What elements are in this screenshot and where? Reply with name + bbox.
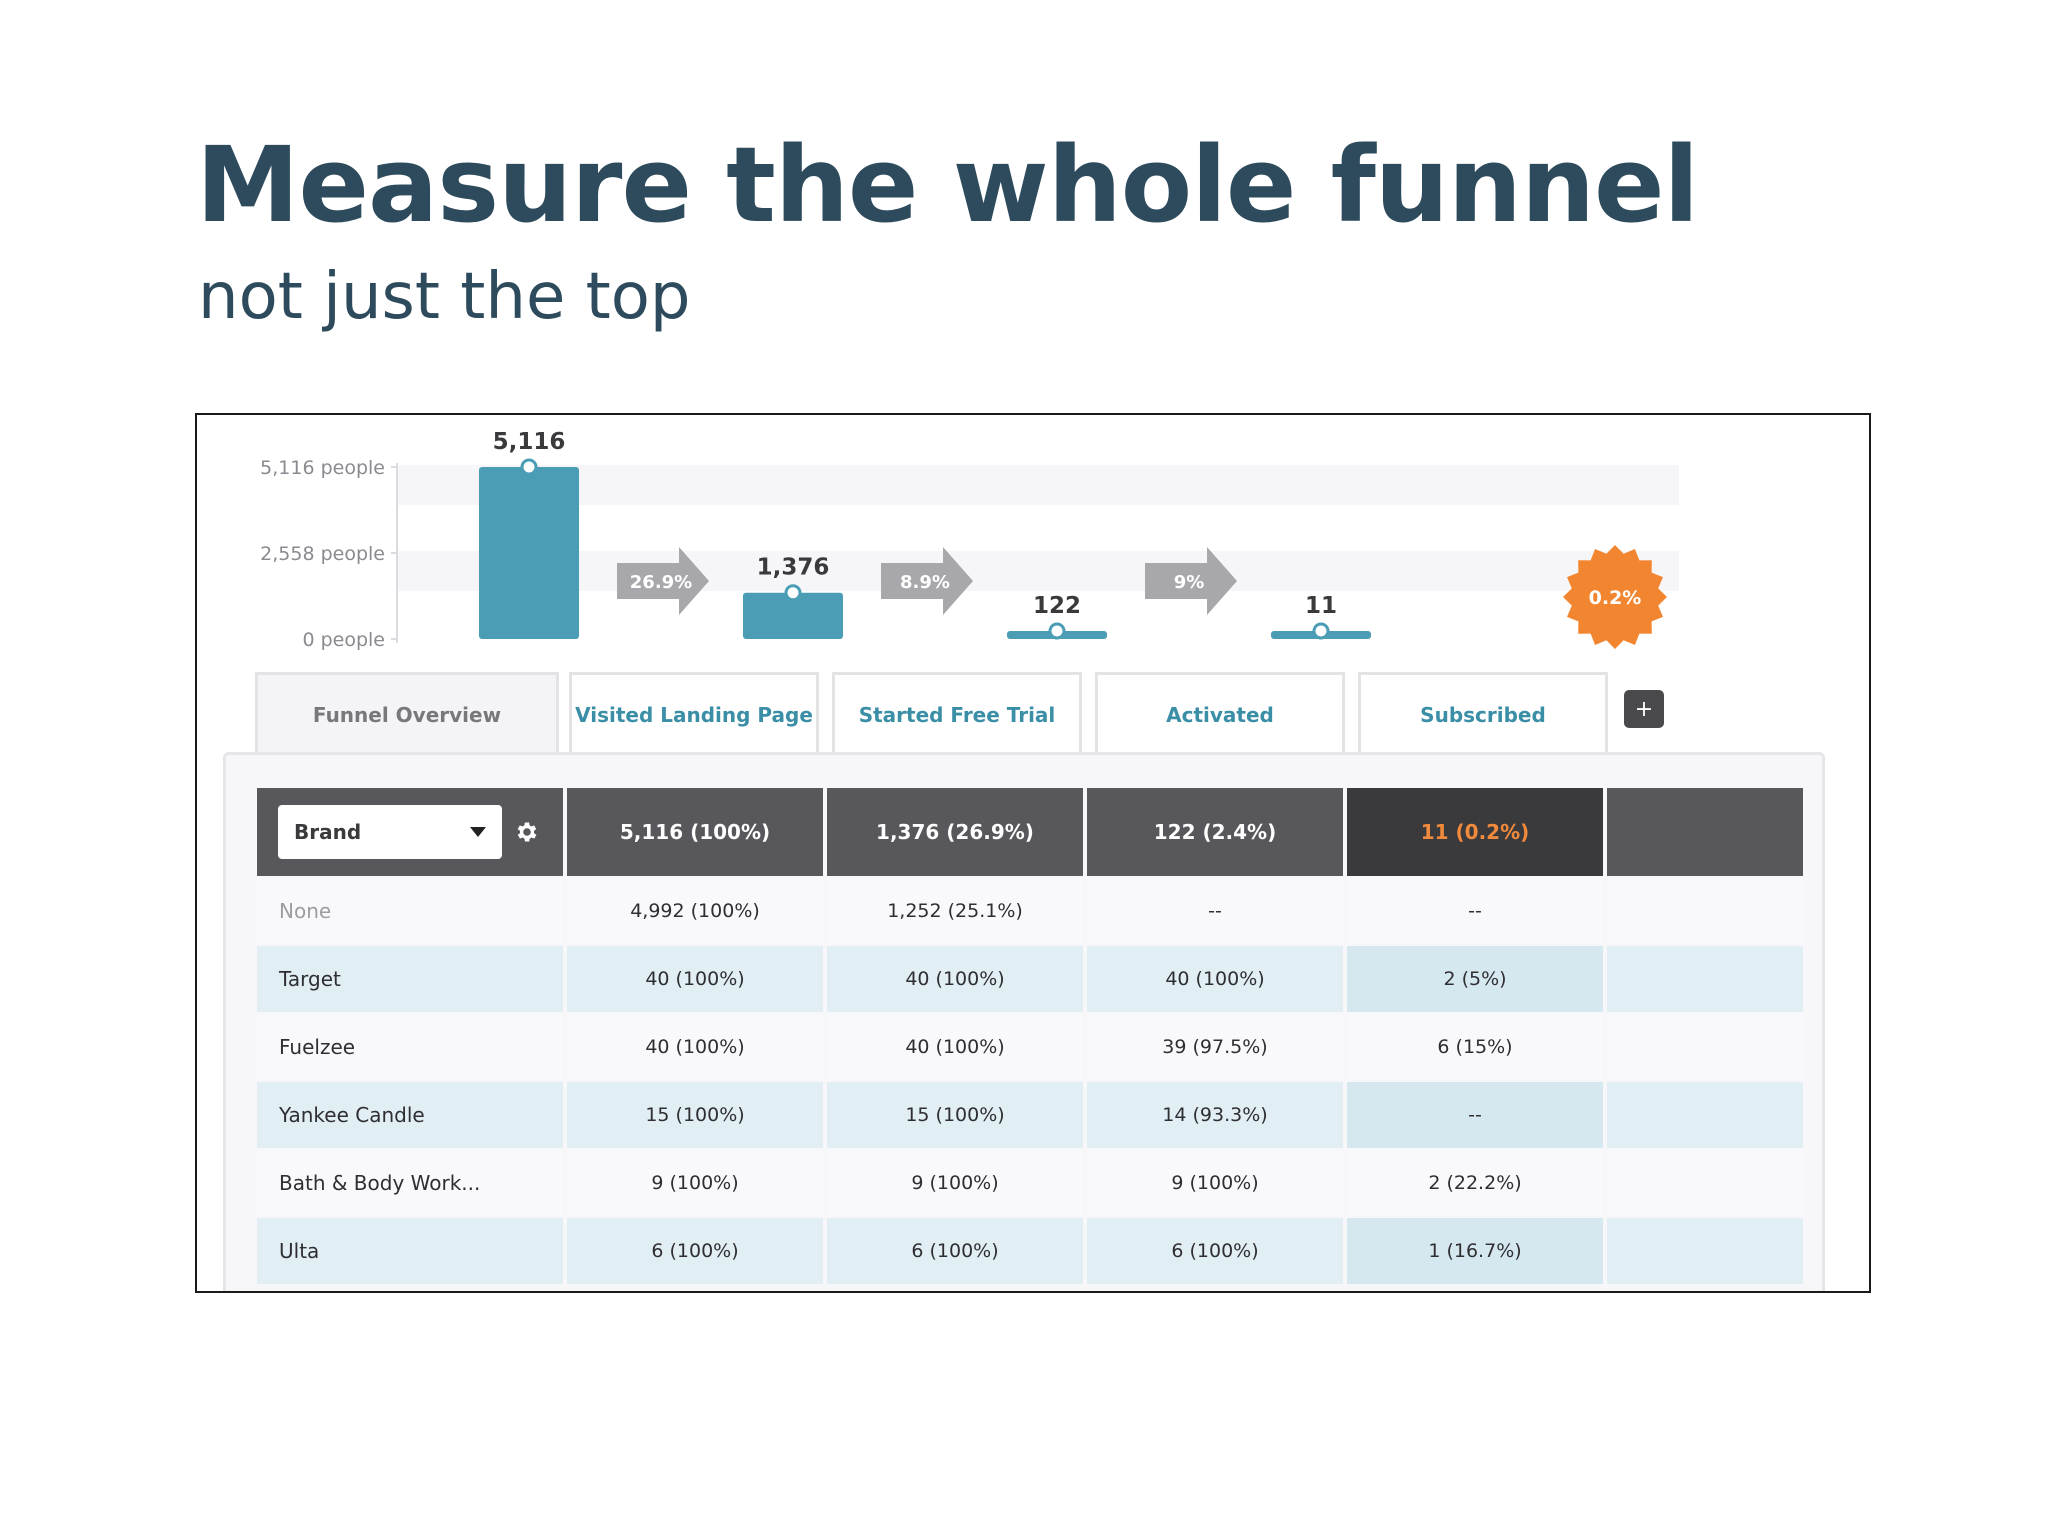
- cell-activated: 14 (93.3%): [1087, 1082, 1343, 1148]
- row-label: Ulta: [257, 1218, 563, 1284]
- cell-activated: 9 (100%): [1087, 1150, 1343, 1216]
- tab-activated[interactable]: Activated: [1095, 672, 1345, 765]
- group-by-dropdown[interactable]: Brand: [278, 805, 502, 859]
- tab-funnel-overview[interactable]: Funnel Overview: [255, 672, 559, 754]
- bar-value-label: 5,116: [493, 429, 566, 455]
- bar-value-label: 122: [1033, 593, 1081, 619]
- page-title: Measure the whole funnel: [196, 124, 1699, 246]
- cell-empty: [1607, 1014, 1803, 1080]
- tab-label: Started Free Trial: [858, 702, 1056, 727]
- grid-band: [397, 465, 1679, 505]
- chevron-down-icon: [470, 827, 486, 837]
- overall-conversion-badge: [1563, 545, 1667, 649]
- cell-empty: [1607, 946, 1803, 1012]
- group-by-value: Brand: [294, 820, 362, 844]
- cell-empty: [1607, 1218, 1803, 1284]
- cell-subscribed: --: [1347, 1082, 1603, 1148]
- cell-empty: [1607, 878, 1803, 944]
- cell-visited: 15 (100%): [567, 1082, 823, 1148]
- tab-label: Visited Landing Page: [575, 702, 813, 727]
- step-conversion-label: 8.9%: [900, 572, 950, 593]
- breakdown-table: Brand 5,116 (100%) 1,376 (26.9%) 122 (2.…: [257, 788, 1803, 1284]
- row-label: Target: [257, 946, 563, 1012]
- header-activated: 122 (2.4%): [1087, 788, 1343, 876]
- tab-started-free-trial[interactable]: Started Free Trial: [832, 672, 1082, 765]
- cell-visited: 40 (100%): [567, 1014, 823, 1080]
- cell-visited: 6 (100%): [567, 1218, 823, 1284]
- add-step-button[interactable]: +: [1624, 690, 1664, 728]
- cell-trial: 9 (100%): [827, 1150, 1083, 1216]
- tab-label: Subscribed: [1420, 702, 1546, 727]
- cell-subscribed: --: [1347, 878, 1603, 944]
- tab-visited-landing-page[interactable]: Visited Landing Page: [569, 672, 819, 765]
- cell-subscribed: 2 (5%): [1347, 946, 1603, 1012]
- funnel-bar: [479, 467, 579, 639]
- tab-label: Activated: [1166, 702, 1274, 727]
- bar-point: [520, 458, 538, 476]
- bar-point: [784, 584, 802, 602]
- step-conversion-label: 9%: [1174, 572, 1205, 593]
- cell-visited: 4,992 (100%): [567, 878, 823, 944]
- gear-icon[interactable]: [514, 819, 540, 845]
- header-started-free-trial: 1,376 (26.9%): [827, 788, 1083, 876]
- step-conversion-arrow: [1145, 547, 1237, 615]
- cell-trial: 6 (100%): [827, 1218, 1083, 1284]
- header-subscribed: 11 (0.2%): [1347, 788, 1603, 876]
- row-label: None: [257, 878, 563, 944]
- bar-value-label: 11: [1305, 593, 1337, 619]
- funnel-chart: 5,116 people 2,558 people 0 people 5,116 1,3…: [260, 429, 1679, 651]
- cell-subscribed: 1 (16.7%): [1347, 1218, 1603, 1284]
- tab-label: Funnel Overview: [312, 702, 502, 727]
- page-subtitle: not just the top: [198, 260, 691, 334]
- cell-visited: 40 (100%): [567, 946, 823, 1012]
- cell-trial: 40 (100%): [827, 1014, 1083, 1080]
- cell-trial: 40 (100%): [827, 946, 1083, 1012]
- y-tick-label: 5,116 people: [260, 457, 385, 479]
- cell-empty: [1607, 1082, 1803, 1148]
- funnel-report-screenshot: 5,116 people 2,558 people 0 people 5,116 1,3…: [195, 413, 1871, 1293]
- y-tick-label: 0 people: [302, 629, 385, 651]
- header-visited-landing-page: 5,116 (100%): [567, 788, 823, 876]
- overall-conversion-label: 0.2%: [1589, 587, 1642, 609]
- cell-visited: 9 (100%): [567, 1150, 823, 1216]
- group-by-header: Brand: [257, 788, 563, 876]
- cell-subscribed: 2 (22.2%): [1347, 1150, 1603, 1216]
- step-conversion-label: 26.9%: [630, 572, 692, 593]
- bar-point: [1312, 622, 1330, 640]
- grid-band: [397, 551, 1679, 591]
- row-label: Bath & Body Work...: [257, 1150, 563, 1216]
- bar-point: [1048, 622, 1066, 640]
- cell-empty: [1607, 1150, 1803, 1216]
- cell-trial: 1,252 (25.1%): [827, 878, 1083, 944]
- step-conversion-arrow: [617, 547, 709, 615]
- funnel-bar: [743, 592, 843, 639]
- cell-activated: 40 (100%): [1087, 946, 1343, 1012]
- header-empty: [1607, 788, 1803, 876]
- step-conversion-arrow: [881, 547, 973, 615]
- tab-subscribed[interactable]: Subscribed: [1358, 672, 1608, 765]
- cell-subscribed: 6 (15%): [1347, 1014, 1603, 1080]
- row-label: Yankee Candle: [257, 1082, 563, 1148]
- cell-activated: 39 (97.5%): [1087, 1014, 1343, 1080]
- row-label: Fuelzee: [257, 1014, 563, 1080]
- cell-trial: 15 (100%): [827, 1082, 1083, 1148]
- y-tick-label: 2,558 people: [260, 543, 385, 565]
- cell-activated: 6 (100%): [1087, 1218, 1343, 1284]
- bar-value-label: 1,376: [757, 555, 830, 581]
- cell-activated: --: [1087, 878, 1343, 944]
